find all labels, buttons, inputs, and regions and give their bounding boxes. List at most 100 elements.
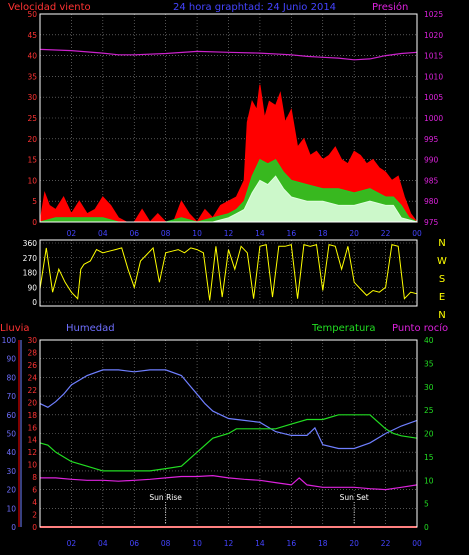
humidity-tick-label: 0 <box>11 523 16 532</box>
rain-tick-label: 24 <box>27 373 37 382</box>
humidity-y-ticks: 0 10 20 30 40 50 60 70 80 90 100 <box>2 336 17 532</box>
temperature-tick-label: 5 <box>424 500 429 509</box>
pressure-tick-label: 1000 <box>424 114 443 123</box>
humidity-temperature-panel: Lluvia Humedad Temperatura Punto rocío 0… <box>0 322 448 548</box>
hour-tick-label: 18 <box>318 539 328 548</box>
rain-tick-label: 14 <box>27 436 37 445</box>
pressure-tick-label: 1020 <box>424 31 443 40</box>
humidity-tick-label: 90 <box>6 355 16 364</box>
wind-tick-label: 30 <box>27 93 37 102</box>
pressure-tick-label: 1010 <box>424 72 443 81</box>
pressure-tick-label: 1005 <box>424 93 443 102</box>
temperature-line <box>39 414 418 472</box>
direction-tick-label: 180 <box>23 269 38 278</box>
rain-tick-label: 18 <box>27 411 37 420</box>
hour-tick-label: 02 <box>67 229 77 238</box>
hour-tick-label: 14 <box>255 539 265 548</box>
pressure-tick-label: 1015 <box>424 52 443 61</box>
wind-tick-label: 0 <box>32 218 37 227</box>
wind-tick-label: 5 <box>32 197 37 206</box>
wind-gust-area <box>39 84 419 223</box>
rain-label: Lluvia <box>0 323 30 334</box>
hour-tick-label: 06 <box>129 229 139 238</box>
humidity-tick-label: 60 <box>6 411 16 420</box>
direction-line <box>39 243 418 301</box>
hour-tick-label: 14 <box>255 229 265 238</box>
temperature-tick-label: 10 <box>424 476 434 485</box>
hour-tick-label: 12 <box>224 539 234 548</box>
temperature-tick-label: 20 <box>424 430 434 439</box>
direction-plot-frame <box>39 239 418 307</box>
humidity-x-ticks: 02 04 06 08 10 12 14 16 18 20 22 00 <box>67 539 422 548</box>
humidity-tick-label: 10 <box>6 504 16 513</box>
hour-tick-label: 10 <box>192 229 202 238</box>
wind-tick-label: 25 <box>27 114 37 123</box>
temperature-y-ticks: 0 5 10 15 20 25 30 35 40 <box>424 336 434 532</box>
wind-pressure-panel: Velocidad viento 24 hora graphtad: 24 Ju… <box>8 1 443 238</box>
compass-label: N <box>438 238 445 249</box>
direction-grid <box>40 240 417 306</box>
hour-tick-label: 20 <box>349 229 359 238</box>
temperature-tick-label: 15 <box>424 453 434 462</box>
pressure-tick-label: 995 <box>424 135 439 144</box>
temperature-tick-label: 40 <box>424 336 434 345</box>
hour-tick-label: 04 <box>98 229 108 238</box>
sun-annotations: Sun Rise Sun Set <box>149 493 369 524</box>
hour-tick-label: 08 <box>161 229 171 238</box>
dewpoint-label: Punto rocío <box>392 322 448 334</box>
temperature-tick-label: 0 <box>424 523 429 532</box>
rain-tick-label: 0 <box>32 523 37 532</box>
pressure-tick-label: 980 <box>424 197 439 206</box>
wind-series <box>39 48 419 223</box>
hour-tick-label: 12 <box>224 229 234 238</box>
humidity-tick-label: 80 <box>6 373 16 382</box>
rain-tick-label: 28 <box>27 348 37 357</box>
wind-y-ticks: 0 5 10 15 20 25 30 35 40 45 50 <box>27 10 37 227</box>
wind-tick-label: 45 <box>27 31 37 40</box>
direction-y-ticks: 0 90 180 270 360 <box>23 239 38 307</box>
pressure-line <box>39 48 418 61</box>
rain-tick-label: 10 <box>27 461 37 470</box>
hour-tick-label: 08 <box>161 539 171 548</box>
chart-title: 24 hora graphtad: 24 Junio 2014 <box>173 2 336 13</box>
rain-tick-label: 16 <box>27 423 37 432</box>
wind-tick-label: 10 <box>27 176 37 185</box>
sun-annotation-label: Sun Set <box>340 493 369 502</box>
rain-tick-label: 12 <box>27 448 37 457</box>
temperature-tick-label: 25 <box>424 406 434 415</box>
wind-tick-label: 40 <box>27 52 37 61</box>
pressure-label: Presión <box>372 1 408 13</box>
compass-label: W <box>437 256 447 267</box>
hour-tick-label: 00 <box>412 539 422 548</box>
hour-tick-label: 06 <box>129 539 139 548</box>
hour-tick-label: 18 <box>318 229 328 238</box>
rain-tick-label: 22 <box>27 386 37 395</box>
direction-tick-label: 0 <box>32 298 37 307</box>
pressure-tick-label: 975 <box>424 218 439 227</box>
hour-tick-label: 02 <box>67 539 77 548</box>
direction-series <box>39 243 418 301</box>
wind-tick-label: 20 <box>27 135 37 144</box>
hour-tick-label: 10 <box>192 539 202 548</box>
compass-label: N <box>438 310 445 321</box>
hour-tick-label: 16 <box>287 539 297 548</box>
direction-tick-label: 270 <box>23 254 38 263</box>
humidity-tick-label: 40 <box>6 448 16 457</box>
temperature-tick-label: 30 <box>424 383 434 392</box>
rain-tick-label: 8 <box>32 473 37 482</box>
rain-tick-label: 26 <box>27 361 37 370</box>
temperature-label: Temperatura <box>311 323 376 334</box>
compass-label: E <box>439 292 445 303</box>
humidity-tick-label: 70 <box>6 392 16 401</box>
humidity-plot-frame <box>39 339 418 528</box>
humidity-label: Humedad <box>66 323 115 334</box>
direction-tick-label: 90 <box>27 283 37 292</box>
hour-tick-label: 22 <box>381 539 391 548</box>
rain-tick-label: 4 <box>32 498 37 507</box>
pressure-tick-label: 990 <box>424 156 439 165</box>
hour-tick-label: 16 <box>287 229 297 238</box>
hour-tick-label: 04 <box>98 539 108 548</box>
pressure-y-ticks: 975 980 985 990 995 1000 1005 1010 1015 1020 1025 <box>424 10 443 227</box>
humidity-tick-label: 100 <box>2 336 17 345</box>
